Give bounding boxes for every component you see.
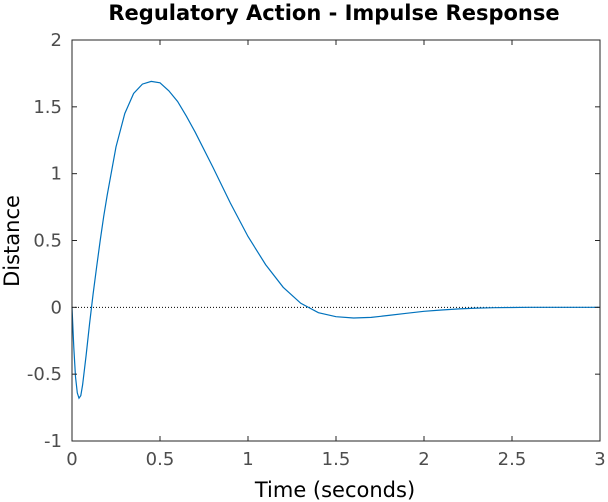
impulse-response-line <box>71 80 600 400</box>
plot-frame <box>71 39 601 442</box>
x-axis: 0 0.5 1 1.5 2 2.5 3 <box>66 40 606 470</box>
x-tick-label: 1 <box>242 449 253 470</box>
y-tick-label: 0.5 <box>33 231 62 252</box>
y-axis-label: Distance <box>0 195 24 287</box>
y-tick-label: 2 <box>51 30 62 51</box>
x-tick-label: 0 <box>66 449 77 470</box>
x-tick-label: 2 <box>418 449 429 470</box>
x-tick-label: 2.5 <box>498 449 527 470</box>
x-tick-label: 3 <box>594 449 605 470</box>
y-tick-label: 0 <box>51 297 62 318</box>
y-tick-label: -1 <box>44 431 62 452</box>
y-axis: -1 -0.5 0 0.5 1 1.5 2 <box>27 30 600 452</box>
y-tick-label: 1 <box>51 164 62 185</box>
y-tick-label: 1.5 <box>33 97 62 118</box>
x-tick-label: 1.5 <box>322 449 351 470</box>
x-axis-label: Time (seconds) <box>254 478 415 502</box>
x-tick-label: 0.5 <box>146 449 175 470</box>
y-tick-label: -0.5 <box>27 364 62 385</box>
chart-title: Regulatory Action - Impulse Response <box>108 1 559 25</box>
series-layer <box>71 80 600 400</box>
